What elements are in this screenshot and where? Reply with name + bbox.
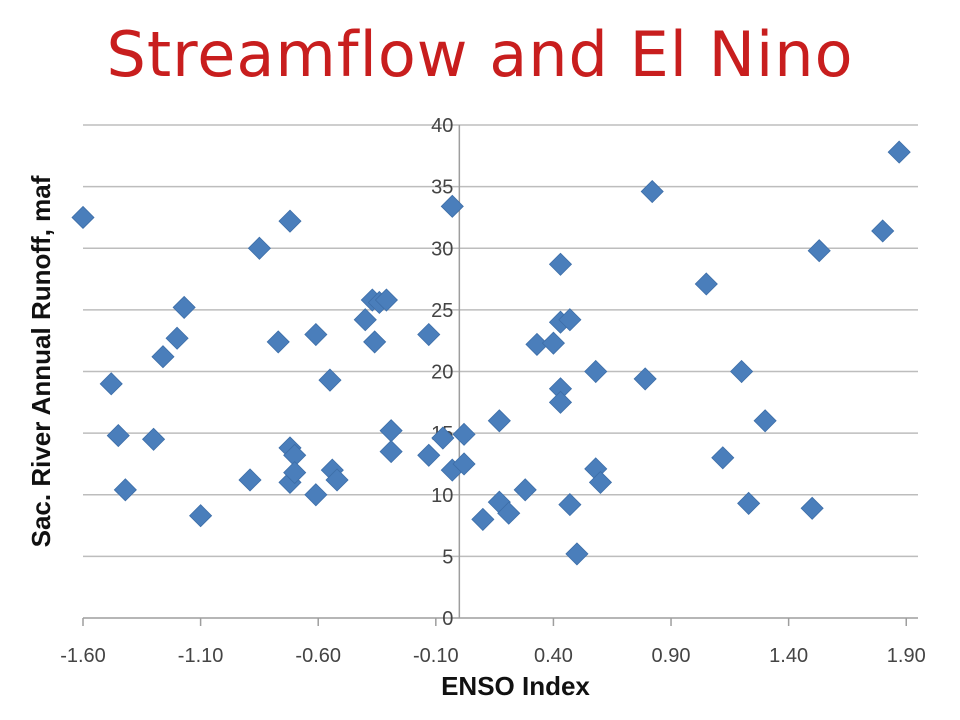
data-point [737, 491, 761, 515]
data-point [247, 236, 271, 260]
chart-title: Streamflow and El Nino [106, 18, 854, 91]
data-point [379, 419, 403, 443]
data-point [151, 345, 175, 369]
x-tick-label: 0.90 [652, 645, 691, 667]
data-point [113, 478, 137, 502]
y-tick-label: 25 [431, 300, 453, 322]
data-point [513, 478, 537, 502]
x-axis-title: ENSO Index [441, 671, 590, 701]
data-point [106, 424, 130, 448]
data-point [141, 427, 166, 451]
data-point [871, 219, 895, 243]
data-point [452, 422, 476, 446]
data-point [99, 372, 123, 396]
data-point [278, 209, 302, 233]
data-point [172, 295, 196, 319]
data-point [694, 272, 718, 296]
y-tick-label: 10 [431, 485, 453, 507]
y-tick-label: 0 [442, 608, 453, 630]
y-tick-label: 40 [431, 115, 453, 137]
data-point [238, 468, 262, 492]
data-point [363, 330, 387, 354]
data-point [165, 326, 189, 350]
data-points [71, 140, 911, 566]
data-point [887, 140, 911, 164]
data-point [807, 239, 831, 263]
data-point [640, 179, 664, 204]
data-point [753, 409, 777, 433]
data-point [730, 359, 754, 384]
data-point [283, 460, 307, 485]
x-tick-label: -0.10 [413, 645, 459, 667]
data-point [541, 331, 565, 355]
y-tick-label: 30 [431, 238, 453, 260]
x-tick-label: -1.60 [60, 645, 106, 667]
data-point [417, 443, 441, 467]
x-tick-label: 1.40 [769, 645, 808, 667]
data-point [266, 330, 290, 354]
data-point [800, 496, 824, 520]
data-point [304, 483, 328, 507]
data-point [471, 507, 495, 531]
data-point [379, 440, 403, 464]
data-point [189, 504, 213, 528]
y-tick-label: 20 [431, 362, 453, 384]
data-point [633, 367, 657, 391]
x-tick-label: 0.40 [534, 645, 573, 667]
data-point [548, 252, 573, 276]
axes [82, 125, 918, 626]
tick-labels: 0510152025303540-1.60-1.10-0.60-0.100.40… [60, 115, 926, 667]
data-point [71, 205, 95, 230]
data-point [584, 359, 608, 384]
data-point [431, 426, 455, 450]
y-axis-title: Sac. River Annual Runoff, maf [26, 175, 56, 547]
data-point [318, 368, 342, 392]
data-point [353, 308, 377, 332]
x-tick-label: 1.90 [887, 645, 926, 667]
data-point [374, 288, 398, 312]
data-point [440, 194, 464, 218]
data-point [711, 446, 735, 470]
data-point [497, 501, 521, 525]
data-point [548, 390, 573, 414]
data-point [487, 409, 511, 433]
data-point [558, 308, 582, 332]
data-point [325, 468, 349, 492]
data-point [558, 493, 582, 517]
x-tick-label: -1.10 [178, 645, 224, 667]
data-point [417, 322, 441, 347]
x-tick-label: -0.60 [295, 645, 341, 667]
grid-lines [83, 124, 918, 558]
y-tick-label: 5 [442, 546, 453, 568]
data-point [588, 470, 613, 494]
data-point [452, 452, 476, 476]
data-point [304, 322, 328, 347]
data-point [565, 542, 589, 566]
y-tick-label: 35 [431, 177, 453, 199]
